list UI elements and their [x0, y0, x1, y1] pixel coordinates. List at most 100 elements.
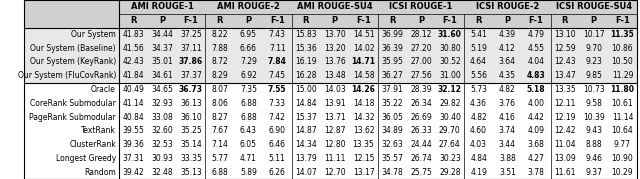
Text: 7.11: 7.11 [269, 44, 285, 53]
Text: 13.20: 13.20 [324, 44, 346, 53]
Bar [24, 96, 637, 110]
Text: ICSI ROUGE-2: ICSI ROUGE-2 [476, 2, 539, 11]
Text: 5.11: 5.11 [269, 154, 285, 163]
Text: 35.22: 35.22 [381, 99, 403, 108]
Text: 6.88: 6.88 [240, 99, 257, 108]
Text: 9.58: 9.58 [585, 99, 602, 108]
Text: 10.50: 10.50 [612, 57, 634, 66]
Text: P: P [418, 16, 424, 25]
Text: 15.83: 15.83 [295, 30, 317, 39]
Bar [24, 138, 637, 151]
Text: 36.13: 36.13 [180, 99, 202, 108]
Text: P: P [591, 16, 596, 25]
Text: 7.84: 7.84 [268, 57, 287, 66]
Text: 5.89: 5.89 [240, 168, 257, 177]
Text: 32.63: 32.63 [381, 140, 403, 149]
Text: F-1: F-1 [442, 16, 458, 25]
Text: 37.86: 37.86 [179, 57, 203, 66]
Text: 4.60: 4.60 [470, 126, 487, 135]
Text: 6.46: 6.46 [269, 140, 285, 149]
Text: 33.35: 33.35 [180, 154, 202, 163]
Text: 6.05: 6.05 [240, 140, 257, 149]
Text: 4.55: 4.55 [527, 44, 545, 53]
Text: 30.23: 30.23 [439, 154, 461, 163]
Text: CoreRank Submodular: CoreRank Submodular [30, 99, 116, 108]
Text: 4.82: 4.82 [499, 85, 516, 94]
Text: TextRank: TextRank [81, 126, 116, 135]
Text: 13.17: 13.17 [353, 168, 374, 177]
Text: 4.12: 4.12 [499, 44, 516, 53]
Bar [24, 124, 637, 138]
Text: 13.62: 13.62 [353, 126, 374, 135]
Text: 4.19: 4.19 [470, 168, 487, 177]
Bar [24, 165, 637, 179]
Text: 7.14: 7.14 [211, 140, 228, 149]
Text: 28.12: 28.12 [410, 30, 432, 39]
Text: 13.76: 13.76 [324, 57, 346, 66]
Text: 33.08: 33.08 [151, 113, 173, 122]
Text: 29.82: 29.82 [439, 99, 461, 108]
Text: 26.34: 26.34 [410, 99, 432, 108]
Text: 11.04: 11.04 [554, 140, 576, 149]
Text: 39.55: 39.55 [122, 126, 144, 135]
Text: 14.26: 14.26 [351, 85, 376, 94]
Text: 7.88: 7.88 [211, 44, 228, 53]
Text: 5.41: 5.41 [470, 30, 487, 39]
Text: 39.36: 39.36 [122, 140, 144, 149]
Text: F-1: F-1 [270, 16, 285, 25]
Text: 16.28: 16.28 [295, 71, 317, 80]
Bar [24, 83, 637, 96]
Text: 14.07: 14.07 [295, 168, 317, 177]
Text: 34.78: 34.78 [381, 168, 403, 177]
Text: F-1: F-1 [615, 16, 630, 25]
Text: 34.44: 34.44 [151, 30, 173, 39]
Text: 4.42: 4.42 [528, 113, 545, 122]
Text: 13.71: 13.71 [324, 113, 346, 122]
Text: 11.80: 11.80 [611, 85, 634, 94]
Text: 14.87: 14.87 [295, 126, 317, 135]
Text: Our System (KeyRank): Our System (KeyRank) [29, 57, 116, 66]
Text: 12.19: 12.19 [554, 113, 576, 122]
Text: 12.80: 12.80 [324, 140, 346, 149]
Text: 27.20: 27.20 [410, 44, 432, 53]
Text: 4.36: 4.36 [470, 99, 487, 108]
Text: PageRank Submodular: PageRank Submodular [29, 113, 116, 122]
Text: 13.79: 13.79 [295, 154, 317, 163]
Text: 8.07: 8.07 [211, 85, 228, 94]
Text: 34.65: 34.65 [151, 85, 173, 94]
Bar [24, 41, 637, 55]
Text: 4.84: 4.84 [470, 154, 487, 163]
Text: 3.44: 3.44 [499, 140, 516, 149]
Text: 11.29: 11.29 [612, 71, 633, 80]
Text: 9.85: 9.85 [585, 71, 602, 80]
Text: 28.39: 28.39 [410, 85, 432, 94]
Text: 34.61: 34.61 [151, 71, 173, 80]
Text: 35.57: 35.57 [381, 154, 403, 163]
Text: AMI ROUGE-2: AMI ROUGE-2 [217, 2, 280, 11]
Text: 13.09: 13.09 [554, 154, 576, 163]
Text: 16.19: 16.19 [295, 57, 317, 66]
Text: 9.46: 9.46 [585, 154, 602, 163]
Text: 39.42: 39.42 [122, 168, 144, 177]
Text: 3.74: 3.74 [499, 126, 516, 135]
Text: 13.35: 13.35 [353, 140, 374, 149]
Text: 6.92: 6.92 [240, 71, 257, 80]
Text: 10.29: 10.29 [612, 168, 634, 177]
Text: 9.77: 9.77 [614, 140, 631, 149]
Text: 27.56: 27.56 [410, 71, 432, 80]
Text: Our System (FluCovRank): Our System (FluCovRank) [17, 71, 116, 80]
Text: 26.69: 26.69 [410, 113, 432, 122]
Text: 9.23: 9.23 [585, 57, 602, 66]
Text: 14.71: 14.71 [351, 57, 376, 66]
Text: 42.43: 42.43 [122, 57, 144, 66]
Text: 10.90: 10.90 [612, 154, 634, 163]
Text: 10.73: 10.73 [583, 85, 605, 94]
Text: 3.88: 3.88 [499, 154, 516, 163]
Text: 12.42: 12.42 [554, 126, 576, 135]
Text: 41.14: 41.14 [122, 99, 144, 108]
Text: 4.83: 4.83 [527, 71, 545, 80]
Text: 31.00: 31.00 [439, 71, 461, 80]
Text: 12.43: 12.43 [554, 57, 576, 66]
Text: R: R [216, 16, 223, 25]
Text: R: R [130, 16, 136, 25]
